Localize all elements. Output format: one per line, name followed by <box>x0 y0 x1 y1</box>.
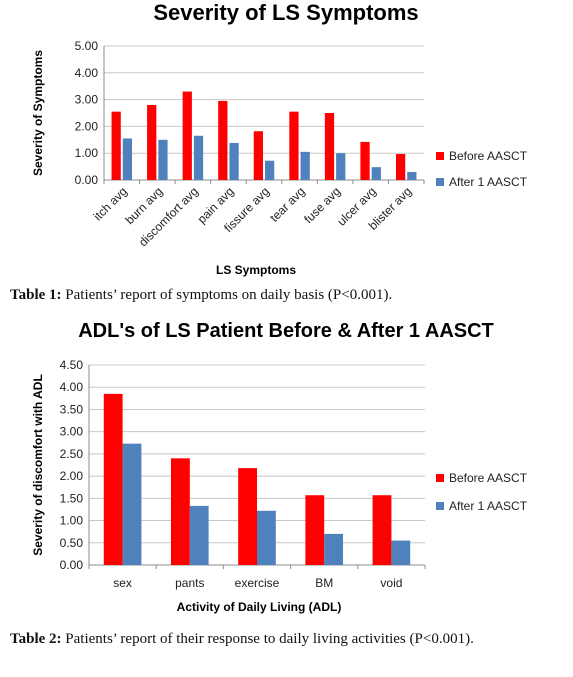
legend-swatch <box>436 502 444 510</box>
y-tick-label: 4.00 <box>75 66 99 80</box>
before-aasct-bar <box>182 91 192 180</box>
y-tick-label: 0.00 <box>75 173 99 187</box>
after-aasct-bar <box>391 540 411 565</box>
y-tick-label: 2.50 <box>60 447 84 461</box>
adl-discomfort-chart: ADL's of LS Patient Before & After 1 AAS… <box>0 316 573 616</box>
before-aasct-bar <box>218 100 228 180</box>
after-aasct-bar <box>324 533 344 565</box>
y-tick-label: 4.00 <box>60 380 84 394</box>
x-category-label: pants <box>175 576 204 590</box>
symptom-severity-svg: Severity of LS Symptoms 0.00 1.00 2.00 3.00 4… <box>31 0 528 277</box>
table2-caption-label: Table 2: <box>10 631 62 647</box>
x-category-label: BM <box>315 576 333 590</box>
before-aasct-bar <box>305 495 325 565</box>
adl-discomfort-svg: ADL's of LS Patient Before & After 1 AAS… <box>31 320 528 614</box>
x-category-label: void <box>380 576 402 590</box>
y-axis-title: Severity of discomfort with ADL <box>31 374 45 556</box>
table1-caption: Table 1: Patients’ report of symptoms on… <box>10 285 565 305</box>
legend-label: Before AASCT <box>449 149 528 163</box>
chart-title: ADL's of LS Patient Before & After 1 AAS… <box>78 320 494 342</box>
x-axis-title: Activity of Daily Living (ADL) <box>177 600 342 614</box>
before-aasct-bar <box>289 111 299 180</box>
y-tick-label: 3.00 <box>75 93 99 107</box>
x-category-label: exercise <box>235 576 280 590</box>
y-tick-label: 0.50 <box>60 536 84 550</box>
y-tick-label: 2.00 <box>60 469 84 483</box>
before-aasct-bar <box>395 154 406 180</box>
before-aasct-bar <box>147 104 157 180</box>
before-aasct-bar <box>170 458 190 565</box>
before-aasct-bar <box>238 468 257 565</box>
y-tick-label: 2.00 <box>75 119 99 133</box>
y-tick-label: 4.50 <box>60 358 84 372</box>
after-aasct-bar <box>189 505 209 565</box>
legend-label: Before AASCT <box>449 471 528 485</box>
after-aasct-bar <box>257 510 276 565</box>
x-axis-title: LS Symptoms <box>216 263 296 277</box>
before-aasct-bar <box>372 495 392 565</box>
after-aasct-bar <box>193 135 204 180</box>
before-aasct-bar <box>360 141 370 180</box>
after-aasct-bar <box>300 151 310 180</box>
y-axis-title: Severity of Symptoms <box>31 50 45 176</box>
y-tick-label: 3.50 <box>60 402 84 416</box>
legend-label: After 1 AASCT <box>449 499 528 513</box>
y-tick-label: 1.00 <box>60 514 84 528</box>
symptom-severity-chart: Severity of LS Symptoms 0.00 1.00 2.00 3.00 4… <box>0 0 573 280</box>
y-tick-label: 1.00 <box>75 146 99 160</box>
after-aasct-bar <box>229 143 239 180</box>
legend-swatch <box>436 178 444 186</box>
after-aasct-bar <box>407 171 417 180</box>
after-aasct-bar <box>158 139 168 180</box>
y-tick-label: 0.00 <box>60 558 84 572</box>
table1-caption-text: Patients’ report of symptoms on daily ba… <box>61 287 393 303</box>
after-aasct-bar <box>122 443 142 565</box>
table2-caption: Table 2: Patients’ report of their respo… <box>10 629 562 649</box>
legend-swatch <box>436 474 444 482</box>
table2-caption-text: Patients’ report of their response to da… <box>61 631 474 647</box>
chart-title: Severity of LS Symptoms <box>153 0 418 25</box>
x-category-label: tear avg <box>267 184 308 225</box>
y-tick-label: 3.00 <box>60 425 84 439</box>
legend-swatch <box>436 152 444 160</box>
y-tick-label: 1.50 <box>60 491 84 505</box>
before-aasct-bar <box>103 393 123 565</box>
legend-label: After 1 AASCT <box>449 175 528 189</box>
before-aasct-bar <box>111 111 121 180</box>
after-aasct-bar <box>265 160 275 180</box>
after-aasct-bar <box>336 153 346 180</box>
after-aasct-bar <box>371 167 381 180</box>
y-tick-label: 5.00 <box>75 39 99 53</box>
before-aasct-bar <box>253 131 263 180</box>
x-category-label: sex <box>113 576 132 590</box>
after-aasct-bar <box>122 138 133 180</box>
table1-caption-label: Table 1: <box>10 287 62 303</box>
before-aasct-bar <box>324 113 335 180</box>
